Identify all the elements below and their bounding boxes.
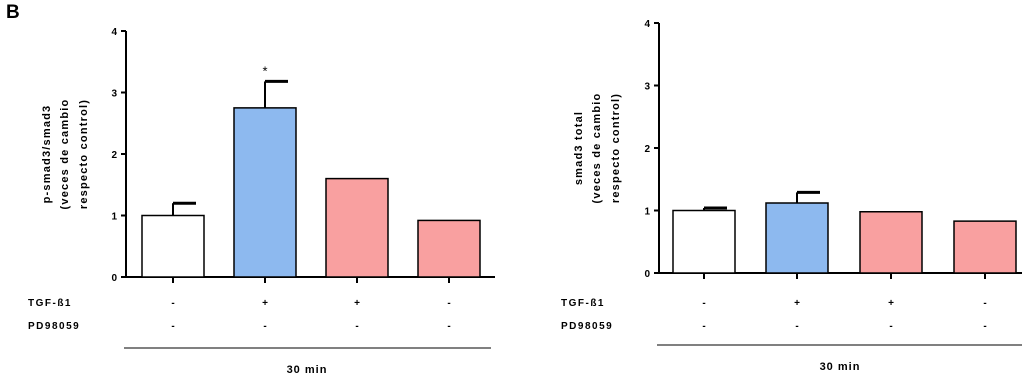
bar xyxy=(859,211,923,274)
treatment-value: - xyxy=(702,298,705,309)
y-axis-label: (veces de cambio xyxy=(591,93,603,204)
y-tick-label: 2 xyxy=(644,144,650,155)
y-axis-label: respecto control) xyxy=(78,99,90,209)
bar xyxy=(672,209,736,274)
treatment-row-label: PD98059 xyxy=(28,321,80,332)
treatment-row-label: TGF-ß1 xyxy=(28,298,72,309)
y-axis-label: smad3 total xyxy=(573,111,585,185)
group-label: 30 min xyxy=(820,361,861,373)
treatment-value: - xyxy=(889,321,892,332)
y-tick-label: 0 xyxy=(111,273,117,284)
y-tick-label: 1 xyxy=(111,212,117,223)
y-tick-label: 2 xyxy=(111,150,117,161)
treatment-value: - xyxy=(702,321,705,332)
treatment-value: - xyxy=(447,298,450,309)
treatment-value: + xyxy=(262,298,268,309)
y-tick-label: 3 xyxy=(111,89,117,100)
treatment-row-label: TGF-ß1 xyxy=(561,298,605,309)
treatment-row-label: PD98059 xyxy=(561,321,613,332)
chart-panel-2: 0 1 2 3 4 smad3 total (veces de cambio respecto… xyxy=(561,19,1022,373)
y-axis-label: p-smad3/smad3 xyxy=(41,105,53,204)
group-label: 30 min xyxy=(287,364,328,376)
treatment-value: + xyxy=(794,298,800,309)
bar xyxy=(765,202,829,274)
treatment-value: - xyxy=(171,321,174,332)
treatment-value: - xyxy=(263,321,266,332)
y-tick-label: 0 xyxy=(644,269,650,280)
panel-label: B xyxy=(6,2,20,23)
bar xyxy=(141,214,205,278)
bar xyxy=(417,219,481,278)
treatment-value: + xyxy=(354,298,360,309)
significance-mark: * xyxy=(262,63,267,78)
y-tick-label: 4 xyxy=(111,27,117,38)
treatment-value: - xyxy=(447,321,450,332)
y-axis-label: respecto control) xyxy=(610,93,622,203)
bar xyxy=(953,220,1017,274)
bar xyxy=(325,177,389,278)
treatment-value: + xyxy=(888,298,894,309)
chart-panel-1: 0 1 2 3 4 * p-smad3/smad3 (veces de cambio respe… xyxy=(28,27,495,376)
treatment-value: - xyxy=(171,298,174,309)
bar xyxy=(233,107,297,278)
treatment-value: - xyxy=(983,298,986,309)
y-tick-label: 1 xyxy=(644,207,650,218)
treatment-value: - xyxy=(983,321,986,332)
y-tick-label: 3 xyxy=(644,82,650,93)
treatment-value: - xyxy=(795,321,798,332)
y-tick-label: 4 xyxy=(644,19,650,30)
y-axis-label: (veces de cambio xyxy=(59,99,71,210)
treatment-value: - xyxy=(355,321,358,332)
